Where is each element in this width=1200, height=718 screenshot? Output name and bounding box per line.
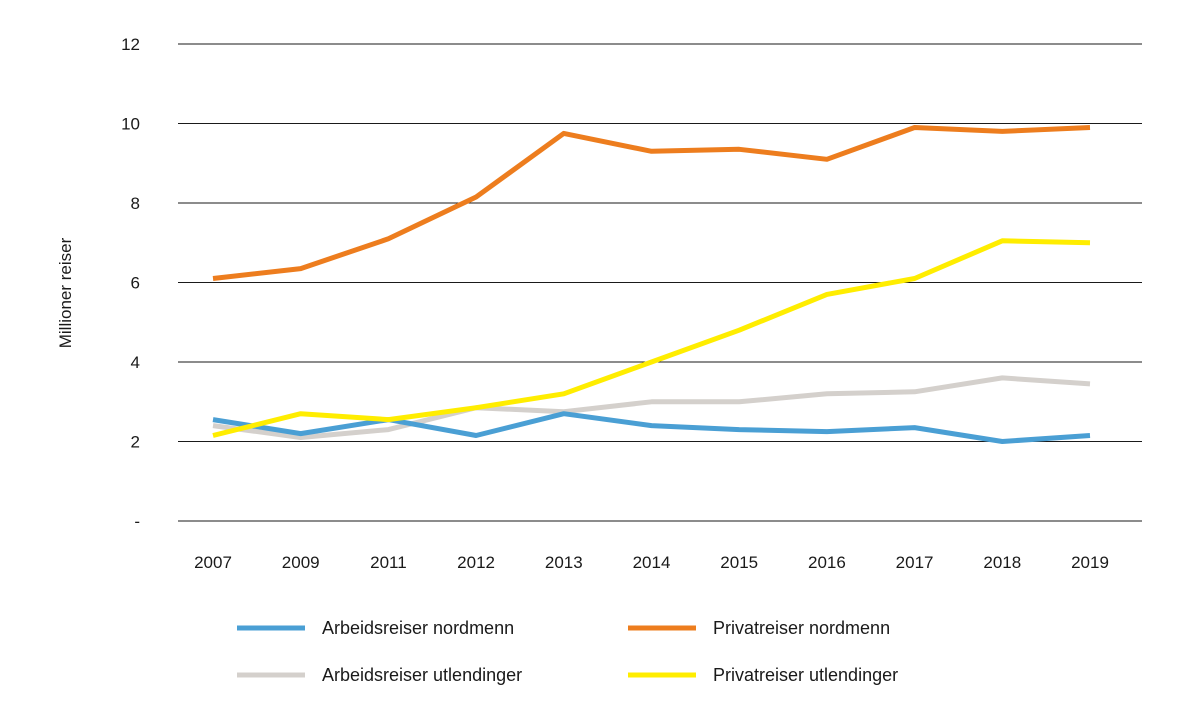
x-tick-label: 2015 — [720, 553, 758, 572]
y-tick-label: 10 — [121, 115, 140, 134]
y-tick-label: 12 — [121, 35, 140, 54]
legend-label-privatreiser-utlendinger: Privatreiser utlendinger — [713, 665, 898, 685]
x-tick-label: 2019 — [1071, 553, 1109, 572]
x-tick-label: 2016 — [808, 553, 846, 572]
gridlines — [178, 43, 1142, 522]
series-lines — [212, 125, 1091, 444]
y-tick-label: 2 — [131, 433, 140, 452]
x-tick-label: 2011 — [370, 553, 407, 572]
x-tick-label: 2012 — [457, 553, 495, 572]
x-tick-label: 2009 — [282, 553, 320, 572]
x-axis-ticks: 2007 2009 2011 2012 2013 2014 2015 2016 2017 2018… — [194, 553, 1109, 572]
series-line-privatreiser-utlendinger — [212, 238, 1091, 438]
x-tick-label: 2014 — [633, 553, 671, 572]
legend: Arbeidsreiser nordmenn Privatreiser nordm… — [237, 618, 898, 685]
y-tick-label: 8 — [131, 194, 140, 213]
x-tick-label: 2007 — [194, 553, 232, 572]
y-tick-label: 6 — [131, 274, 140, 293]
legend-label-privatreiser-nordmenn: Privatreiser nordmenn — [713, 618, 890, 638]
y-tick-label: 4 — [131, 353, 140, 372]
series-line-arbeidsreiser-nordmenn — [212, 411, 1091, 444]
series-line-privatreiser-nordmenn — [212, 125, 1091, 281]
x-tick-label: 2017 — [896, 553, 934, 572]
y-axis-ticks: - 2 4 6 8 10 12 — [121, 35, 140, 531]
legend-label-arbeidsreiser-nordmenn: Arbeidsreiser nordmenn — [322, 618, 514, 638]
x-tick-label: 2013 — [545, 553, 583, 572]
y-axis-label: Millioner reiser — [56, 237, 75, 348]
series-line-arbeidsreiser-utlendinger — [212, 375, 1091, 440]
x-tick-label: 2018 — [983, 553, 1021, 572]
legend-label-arbeidsreiser-utlendinger: Arbeidsreiser utlendinger — [322, 665, 522, 685]
y-tick-label: - — [134, 512, 140, 531]
